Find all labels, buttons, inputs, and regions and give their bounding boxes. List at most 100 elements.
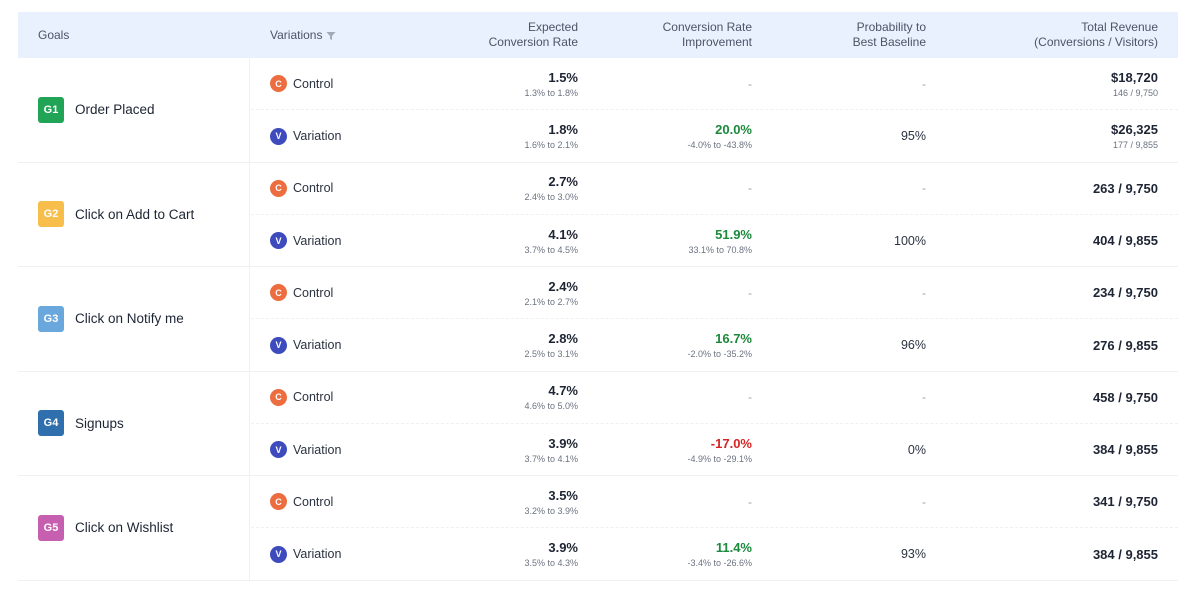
improvement-cell: -17.0% -4.9% to -29.1% — [687, 424, 752, 476]
control-icon: C — [270, 493, 287, 510]
table-row: V Variation 1.8% 1.6% to 2.1% 20.0% -4.0… — [251, 110, 1178, 162]
goal-name: Signups — [75, 415, 124, 431]
header-variations[interactable]: Variations — [270, 28, 336, 43]
variation-cell[interactable]: V Variation — [270, 424, 341, 476]
expected-conversion-rate: 4.1% — [548, 226, 578, 242]
revenue-cell: $26,325 177 / 9,855 — [1111, 110, 1158, 162]
variation-name: Control — [293, 390, 334, 404]
expected-conversion-rate-range: 3.2% to 3.9% — [524, 505, 578, 516]
variation-icon: V — [270, 336, 287, 354]
filter-icon[interactable] — [326, 31, 336, 41]
improvement-range: -4.0% to -43.8% — [687, 140, 752, 150]
variation-cell[interactable]: V Variation — [270, 528, 341, 580]
improvement-value: 11.4% — [715, 540, 752, 555]
expected-conversion-rate-range: 1.6% to 2.1% — [524, 140, 578, 150]
header-expected-conversion-rate[interactable]: Expected Conversion Rate — [488, 20, 578, 49]
expected-conversion-rate-range: 3.5% to 4.3% — [524, 558, 578, 568]
variation-name: Variation — [293, 547, 342, 561]
conversions-visitors: 263 / 9,750 — [1092, 180, 1158, 196]
goal-cell[interactable]: G2 Click on Add to Cart — [18, 162, 250, 266]
probability-value: - — [922, 390, 926, 404]
expected-conversion-rate: 3.9% — [548, 540, 578, 555]
revenue-value: $18,720 — [1111, 69, 1158, 85]
variation-cell[interactable]: V Variation — [270, 215, 341, 267]
goal-badge: G2 — [38, 201, 64, 228]
goal-name: Click on Notify me — [75, 311, 184, 327]
expected-conversion-rate-range: 2.4% to 3.0% — [524, 192, 578, 202]
conversions-visitors: 177 / 9,855 — [1112, 140, 1158, 150]
revenue-cell: 234 / 9,750 — [1093, 267, 1158, 318]
expected-conversion-rate-range: 4.6% to 5.0% — [524, 401, 578, 411]
header-conversion-rate-improvement[interactable]: Conversion Rate Improvement — [662, 20, 752, 49]
goal-cell[interactable]: G4 Signups — [18, 371, 250, 475]
variation-cell[interactable]: C Control — [270, 476, 333, 527]
expected-conversion-rate: 3.9% — [548, 435, 578, 451]
improvement-range: 33.1% to 70.8% — [688, 244, 752, 255]
variation-cell[interactable]: C Control — [270, 372, 333, 423]
probability-value: 95% — [900, 129, 926, 143]
probability-cell: 0% — [908, 424, 926, 476]
conversions-visitors: 341 / 9,750 — [1092, 494, 1158, 509]
conversions-visitors: 146 / 9,750 — [1112, 87, 1158, 98]
improvement-cell: - — [748, 372, 752, 423]
goal-group: G4 Signups C Control 4.7% 4.6% to 5.0% -… — [18, 371, 1178, 476]
improvement-empty: - — [748, 494, 752, 509]
probability-value: - — [922, 494, 926, 509]
improvement-cell: 51.9% 33.1% to 70.8% — [688, 215, 752, 267]
expected-conversion-rate: 2.7% — [548, 174, 578, 189]
table-header: Goals Variations Expected Conversion Rat… — [18, 12, 1178, 58]
goal-group: G3 Click on Notify me C Control 2.4% 2.1… — [18, 267, 1178, 372]
goal-name: Click on Wishlist — [75, 520, 174, 536]
table-row: V Variation 3.9% 3.7% to 4.1% -17.0% -4.… — [251, 424, 1178, 476]
goal-badge: G5 — [38, 514, 64, 541]
control-icon: C — [270, 75, 287, 92]
conversions-visitors: 234 / 9,750 — [1092, 285, 1158, 300]
revenue-cell: 458 / 9,750 — [1093, 372, 1158, 423]
improvement-range: -2.0% to -35.2% — [687, 349, 752, 359]
improvement-empty: - — [748, 390, 752, 404]
goal-cell[interactable]: G1 Order Placed — [18, 58, 250, 162]
variation-cell[interactable]: V Variation — [270, 319, 341, 371]
expected-conversion-rate: 1.8% — [548, 122, 578, 137]
table-row: V Variation 4.1% 3.7% to 4.5% 51.9% 33.1… — [251, 215, 1178, 267]
goal-cell[interactable]: G5 Click on Wishlist — [18, 476, 250, 580]
improvement-cell: - — [748, 267, 752, 318]
improvement-cell: 11.4% -3.4% to -26.6% — [687, 528, 752, 580]
table-row: C Control 3.5% 3.2% to 3.9% - - 341 / 9,… — [251, 476, 1178, 528]
probability-cell: 100% — [894, 215, 926, 267]
expected-conversion-rate: 2.4% — [548, 278, 578, 294]
variation-icon: V — [270, 127, 287, 145]
variation-cell[interactable]: C Control — [270, 58, 333, 109]
improvement-empty: - — [748, 285, 752, 300]
goal-cell[interactable]: G3 Click on Notify me — [18, 267, 250, 371]
conversions-visitors: 404 / 9,855 — [1092, 233, 1158, 248]
variation-icon: V — [270, 232, 287, 249]
improvement-value: 51.9% — [715, 226, 752, 242]
probability-cell: 93% — [901, 528, 926, 580]
header-total-revenue[interactable]: Total Revenue (Conversions / Visitors) — [1034, 20, 1158, 49]
probability-value: 100% — [894, 233, 926, 248]
variation-icon: V — [270, 441, 287, 458]
goal-badge: G4 — [38, 410, 64, 437]
expected-conversion-rate-cell: 1.5% 1.3% to 1.8% — [524, 58, 578, 109]
expected-conversion-rate-range: 1.3% to 1.8% — [524, 87, 578, 98]
variation-cell[interactable]: V Variation — [270, 110, 341, 162]
variation-name: Control — [293, 76, 334, 91]
expected-conversion-rate-cell: 3.9% 3.7% to 4.1% — [524, 424, 578, 476]
probability-cell: - — [922, 267, 926, 318]
header-goals[interactable]: Goals — [38, 28, 70, 42]
variation-name: Variation — [293, 129, 342, 143]
conversions-visitors: 384 / 9,855 — [1092, 546, 1158, 562]
control-icon: C — [270, 284, 287, 301]
expected-conversion-rate-cell: 2.8% 2.5% to 3.1% — [524, 319, 578, 371]
expected-conversion-rate-range: 3.7% to 4.5% — [524, 244, 578, 255]
table-row: C Control 2.4% 2.1% to 2.7% - - 234 / 9,… — [251, 267, 1178, 319]
header-probability-to-best-baseline[interactable]: Probability to Best Baseline — [852, 20, 926, 49]
variation-cell[interactable]: C Control — [270, 267, 333, 318]
revenue-cell: 384 / 9,855 — [1093, 528, 1158, 580]
expected-conversion-rate: 2.8% — [548, 331, 578, 346]
variation-cell[interactable]: C Control — [270, 163, 333, 214]
table-row: C Control 4.7% 4.6% to 5.0% - - 458 / 9,… — [251, 372, 1178, 424]
variation-name: Variation — [293, 442, 342, 457]
probability-cell: - — [922, 476, 926, 527]
